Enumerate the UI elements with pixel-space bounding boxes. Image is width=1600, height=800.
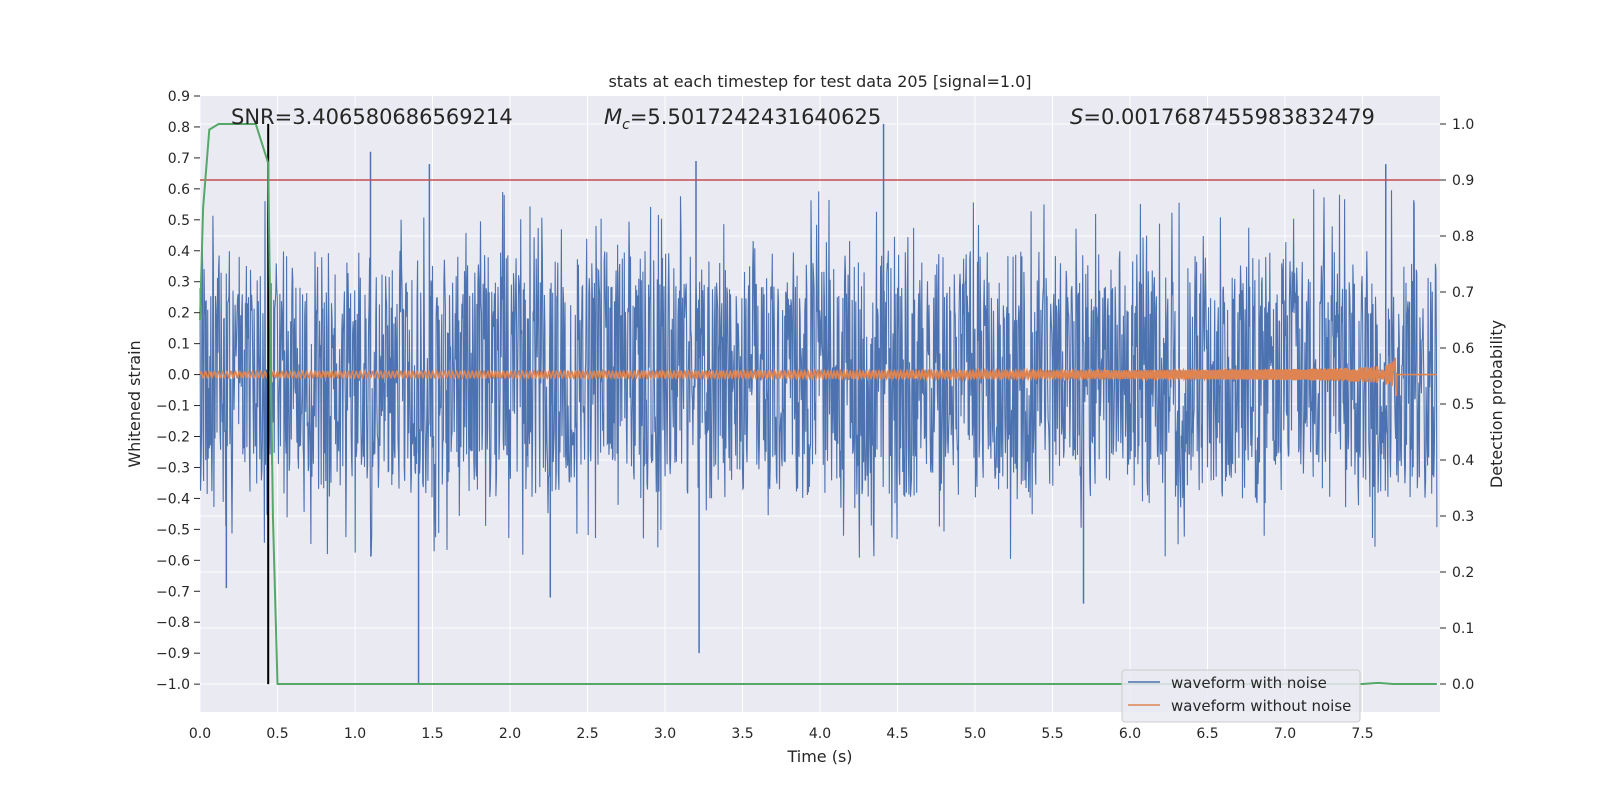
chart-title: stats at each timestep for test data 205… bbox=[608, 72, 1031, 91]
noisy-waveform-line bbox=[199, 189, 1438, 559]
y2-tick-label: 0.6 bbox=[1452, 341, 1474, 357]
y-tick-label: 0.0 bbox=[168, 368, 190, 384]
x-tick-label: 5.5 bbox=[1041, 726, 1063, 742]
y2-tick-label: 0.4 bbox=[1452, 453, 1474, 469]
noisy-waveform-series bbox=[199, 123, 1438, 685]
clean-waveform-line bbox=[199, 357, 1437, 396]
x-tick-label: 6.5 bbox=[1196, 726, 1218, 742]
y2-tick-label: 0.2 bbox=[1452, 565, 1474, 581]
legend-label-noisy: waveform with noise bbox=[1171, 674, 1327, 692]
x-tick-label: 6.0 bbox=[1119, 726, 1141, 742]
chirp-mass-subscript: c bbox=[622, 117, 630, 133]
s-statistic-symbol: S bbox=[1070, 105, 1083, 129]
y2-tick-label: 0.7 bbox=[1452, 285, 1474, 301]
y-tick-label: −0.3 bbox=[156, 460, 190, 476]
probability-overlays bbox=[199, 123, 1440, 685]
chirp-mass-symbol: M bbox=[604, 105, 622, 129]
x-tick-label: 3.0 bbox=[654, 726, 676, 742]
y-tick-label: 0.9 bbox=[168, 89, 190, 105]
y-tick-label: −0.1 bbox=[156, 399, 190, 415]
x-tick-label: 7.5 bbox=[1351, 726, 1373, 742]
x-tick-label: 5.0 bbox=[964, 726, 986, 742]
y2-axis-label: Detection probability bbox=[1487, 320, 1506, 488]
detection-probability-line bbox=[199, 123, 1437, 685]
chirp-mass-annotation: Mc=5.5017242431640625 bbox=[604, 105, 881, 133]
x-tick-label: 2.5 bbox=[576, 726, 598, 742]
y-tick-label: 0.5 bbox=[168, 213, 190, 229]
x-tick-label: 0.5 bbox=[266, 726, 288, 742]
x-tick-label: 1.5 bbox=[421, 726, 443, 742]
y-tick-label: 0.8 bbox=[168, 120, 190, 136]
snr-annotation: SNR=3.406580686569214 bbox=[231, 105, 513, 129]
x-tick-label: 3.5 bbox=[731, 726, 753, 742]
y2-tick-label: 0.3 bbox=[1452, 509, 1474, 525]
chirp-mass-value: =5.5017242431640625 bbox=[630, 105, 881, 129]
y-tick-label: −0.4 bbox=[156, 491, 190, 507]
y-tick-label: −0.7 bbox=[156, 584, 190, 600]
y2-tick-label: 0.9 bbox=[1452, 173, 1474, 189]
y-tick-label: −0.6 bbox=[156, 553, 190, 569]
legend: waveform with noise waveform without noi… bbox=[1121, 669, 1361, 723]
y2-tick-label: 0.0 bbox=[1452, 677, 1474, 693]
axis-ticks: 0.0 0.5 1.0 1.5 2.0 2.5 3.0 3.5 4.0 4.5 5.0 5.5 6.0 6… bbox=[156, 89, 1474, 742]
clean-waveform-series bbox=[199, 357, 1437, 396]
y-tick-label: −0.8 bbox=[156, 615, 190, 631]
x-tick-label: 7.0 bbox=[1274, 726, 1296, 742]
legend-box bbox=[1121, 669, 1361, 723]
y-tick-label: −0.2 bbox=[156, 430, 190, 446]
y-tick-label: 0.7 bbox=[168, 151, 190, 167]
y-tick-label: −0.9 bbox=[156, 646, 190, 662]
y-tick-label: −1.0 bbox=[156, 677, 190, 693]
y2-tick-label: 0.1 bbox=[1452, 621, 1474, 637]
x-tick-label: 0.0 bbox=[189, 726, 211, 742]
x-axis-label: Time (s) bbox=[786, 747, 852, 766]
y-tick-label: −0.5 bbox=[156, 522, 190, 538]
s-statistic-value: =0.0017687455983832479 bbox=[1083, 105, 1375, 129]
y-tick-label: 0.2 bbox=[168, 306, 190, 322]
x-tick-label: 4.0 bbox=[809, 726, 831, 742]
x-tick-label: 1.0 bbox=[344, 726, 366, 742]
y-tick-label: 0.6 bbox=[168, 182, 190, 198]
y2-tick-label: 0.5 bbox=[1452, 397, 1474, 413]
x-tick-label: 2.0 bbox=[499, 726, 521, 742]
y-tick-label: 0.1 bbox=[168, 337, 190, 353]
y-tick-label: 0.3 bbox=[168, 275, 190, 291]
s-statistic-annotation: S=0.0017687455983832479 bbox=[1070, 105, 1375, 129]
y2-tick-label: 0.8 bbox=[1452, 229, 1474, 245]
y-axis-label: Whitened strain bbox=[125, 340, 144, 467]
x-tick-label: 4.5 bbox=[886, 726, 908, 742]
y2-tick-label: 1.0 bbox=[1452, 117, 1474, 133]
legend-label-clean: waveform without noise bbox=[1171, 697, 1351, 715]
y-tick-label: 0.4 bbox=[168, 244, 190, 260]
